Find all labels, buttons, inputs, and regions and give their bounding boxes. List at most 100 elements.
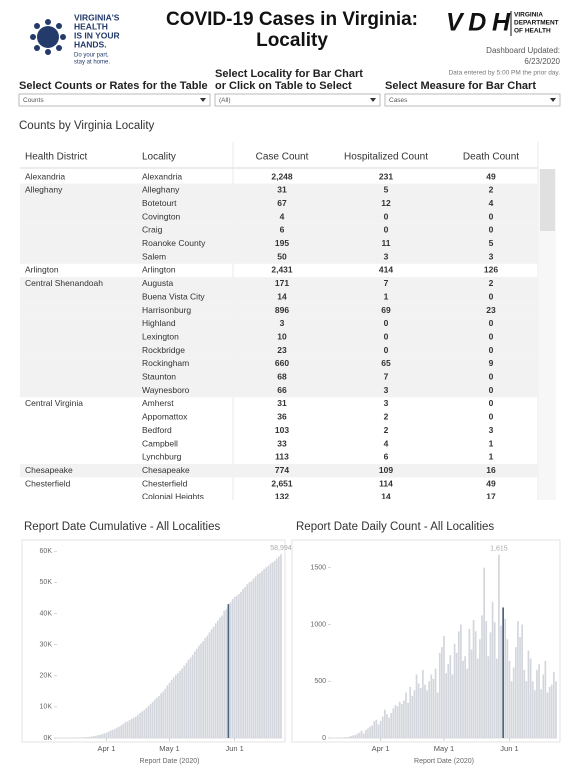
table-number: 2 [384, 412, 389, 422]
bar [116, 727, 118, 738]
bar [506, 639, 509, 738]
bar [533, 690, 536, 738]
table-number: 6 [384, 452, 389, 462]
table-number: 0 [489, 412, 494, 422]
table-cell: Arlington [142, 265, 176, 275]
table-number: 0 [384, 318, 389, 328]
bar [162, 691, 165, 738]
row-band [20, 250, 538, 264]
table-number: 36 [277, 412, 287, 422]
bar [179, 670, 181, 738]
bar [124, 722, 127, 738]
bar [151, 701, 154, 738]
bar [219, 617, 221, 738]
dropdown[interactable] [18, 93, 211, 107]
bar [341, 737, 344, 738]
bar [225, 609, 228, 738]
bar [130, 718, 133, 738]
table-number: 3 [384, 398, 389, 408]
table-number: 3 [489, 251, 494, 261]
bar [111, 729, 114, 738]
bar [156, 697, 158, 738]
bar [352, 735, 355, 738]
bar [403, 700, 405, 738]
table-title: Counts by Virginia Locality [19, 120, 155, 132]
bar [451, 674, 454, 738]
chart-title: Report Date Daily Count - All Localities [296, 521, 494, 533]
bar [405, 692, 407, 738]
bar [472, 619, 475, 738]
bar [238, 594, 240, 738]
table-number: 14 [277, 291, 287, 301]
bar [113, 729, 116, 738]
bar [438, 652, 441, 738]
table-cell: Harrisonburg [142, 305, 191, 315]
bar [508, 660, 511, 738]
y-tick-label: 60K [40, 548, 53, 555]
table-number: 1 [489, 452, 494, 462]
table-number: 171 [275, 278, 289, 288]
bar [460, 624, 462, 738]
table-number: 132 [275, 492, 289, 502]
table-number: 4 [489, 198, 494, 208]
bar [498, 554, 500, 738]
bar [548, 686, 551, 738]
bar [172, 677, 175, 738]
bar [343, 737, 346, 738]
table-number: 4 [280, 211, 285, 221]
bar [97, 735, 99, 738]
bar [88, 736, 91, 738]
table-number: 7 [384, 372, 389, 382]
agency-name: VIRGINIA [514, 12, 543, 19]
bar [158, 695, 160, 738]
bar [512, 667, 515, 738]
bar [229, 602, 232, 738]
bar [392, 708, 395, 738]
bar [485, 621, 488, 738]
bar [153, 699, 156, 738]
bar [552, 672, 555, 738]
table-number: 12 [381, 198, 391, 208]
bar [221, 615, 223, 738]
table-cell: Salem [142, 251, 166, 261]
y-tick-label: 1500 [310, 565, 326, 572]
table-number: 17 [486, 492, 496, 502]
table-number: 113 [275, 452, 289, 462]
bar [390, 713, 393, 738]
dropdown[interactable] [214, 93, 381, 107]
bar [271, 562, 274, 738]
table-number: 5 [489, 238, 494, 248]
bar [90, 736, 93, 738]
page-title: COVID-19 Cases in Virginia: [166, 9, 418, 30]
table-cell: Campbell [142, 438, 178, 448]
chart-frame [21, 539, 286, 743]
bar [447, 664, 450, 738]
bar [84, 737, 87, 738]
scrollbar-thumb[interactable] [540, 169, 555, 231]
bar [373, 720, 376, 738]
bar [455, 652, 458, 738]
bar [479, 639, 481, 738]
bar [500, 625, 502, 738]
bar [365, 730, 367, 738]
bar [143, 710, 146, 738]
column-header: Death Count [463, 152, 519, 163]
bar [149, 703, 152, 738]
table-cell: Rockbridge [142, 345, 185, 355]
table-number: 9 [489, 358, 494, 368]
dropdown[interactable] [384, 93, 561, 107]
bar [164, 688, 167, 738]
table-number: 0 [384, 225, 389, 235]
bar [187, 659, 190, 738]
bar [493, 622, 496, 738]
table-number: 109 [379, 465, 393, 475]
table-number: 10 [277, 331, 287, 341]
bar [185, 663, 188, 738]
bar [491, 601, 494, 738]
bar [432, 678, 435, 738]
bar [280, 554, 282, 738]
bar [166, 685, 169, 738]
logo-tagline: Do your part, [74, 53, 109, 59]
row-band [20, 210, 538, 224]
bar [445, 673, 447, 738]
